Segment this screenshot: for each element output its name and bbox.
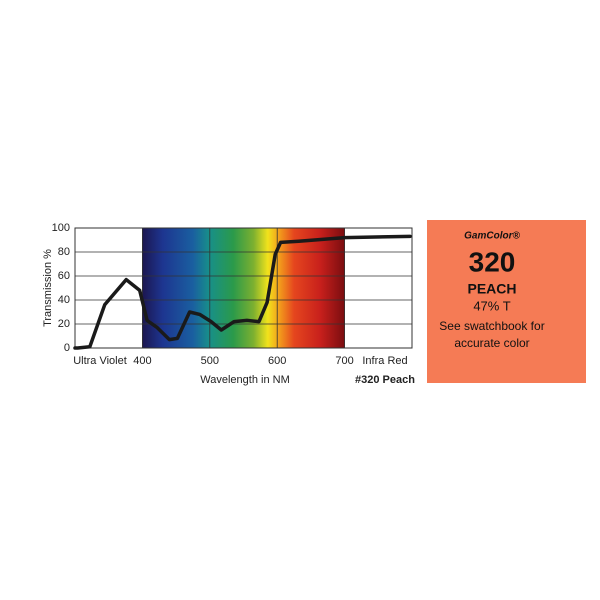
x-tick-label: 400	[133, 355, 151, 367]
y-tick-label: 100	[52, 222, 70, 234]
note: See swatchbook for	[439, 319, 544, 333]
region-label: Infra Red	[362, 355, 407, 367]
brand: GamColor®	[464, 231, 520, 242]
x-tick-label: 600	[268, 355, 286, 367]
region-label: Ultra Violet	[73, 355, 127, 367]
y-tick-label: 20	[58, 318, 70, 330]
transmission: 47% T	[473, 298, 510, 313]
transmission-curve	[73, 234, 412, 350]
caption: #320 Peach	[355, 374, 415, 386]
swatch-box	[427, 220, 586, 383]
y-tick-label: 80	[58, 246, 70, 258]
spectrum	[142, 228, 345, 348]
note: accurate color	[454, 336, 529, 350]
x-tick-label: 500	[201, 355, 219, 367]
y-axis-label: Transmission %	[42, 249, 54, 327]
y-tick-label: 40	[58, 294, 70, 306]
y-tick-label: 60	[58, 270, 70, 282]
x-tick-label: 700	[335, 355, 353, 367]
color-name: PEACH	[467, 281, 516, 297]
number: 320	[469, 246, 516, 277]
x-axis-label: Wavelength in NM	[200, 374, 289, 386]
y-tick-label: 0	[64, 342, 70, 354]
swatch: GamColor® 320 PEACH 47% T See swatchbook…	[427, 220, 586, 383]
plot: 0 20 40 60 80 100 400 500 600 700	[52, 222, 413, 367]
